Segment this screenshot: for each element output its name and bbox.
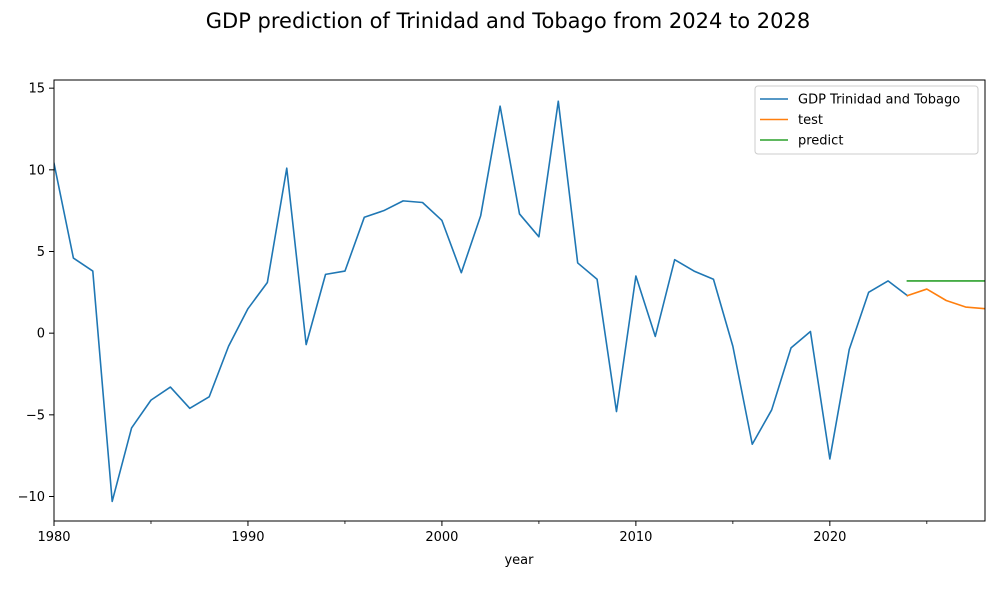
legend-label-2: predict — [798, 134, 843, 149]
axes-frame — [53, 79, 986, 522]
y-tick-label: 10 — [28, 163, 45, 178]
y-tick-label: 15 — [28, 82, 45, 97]
legend: GDP Trinidad and Tobago test predict — [754, 85, 979, 155]
x-tick-label: 2020 — [813, 530, 846, 545]
y-tick-label: −5 — [26, 408, 45, 423]
chart-title: GDP prediction of Trinidad and Tobago fr… — [206, 9, 811, 33]
series-line-0 — [54, 100, 909, 503]
y-tick-label: −10 — [18, 490, 45, 505]
plot-area — [54, 100, 985, 503]
legend-label-0: GDP Trinidad and Tobago — [798, 93, 960, 108]
x-tick-label: 1990 — [231, 530, 264, 545]
x-tick-label: 1980 — [37, 530, 70, 545]
legend-box — [754, 85, 979, 155]
series-line-1 — [906, 288, 985, 310]
x-axis-label: year — [504, 553, 534, 568]
axes: 1980 1990 2000 2010 2020 −10 −5 0 5 10 15 — [18, 79, 986, 545]
y-tick-label: 5 — [37, 245, 45, 260]
x-tick-label: 2010 — [619, 530, 652, 545]
legend-label-1: test — [798, 113, 823, 128]
x-tick-label: 2000 — [425, 530, 458, 545]
y-tick-label: 0 — [37, 327, 45, 342]
